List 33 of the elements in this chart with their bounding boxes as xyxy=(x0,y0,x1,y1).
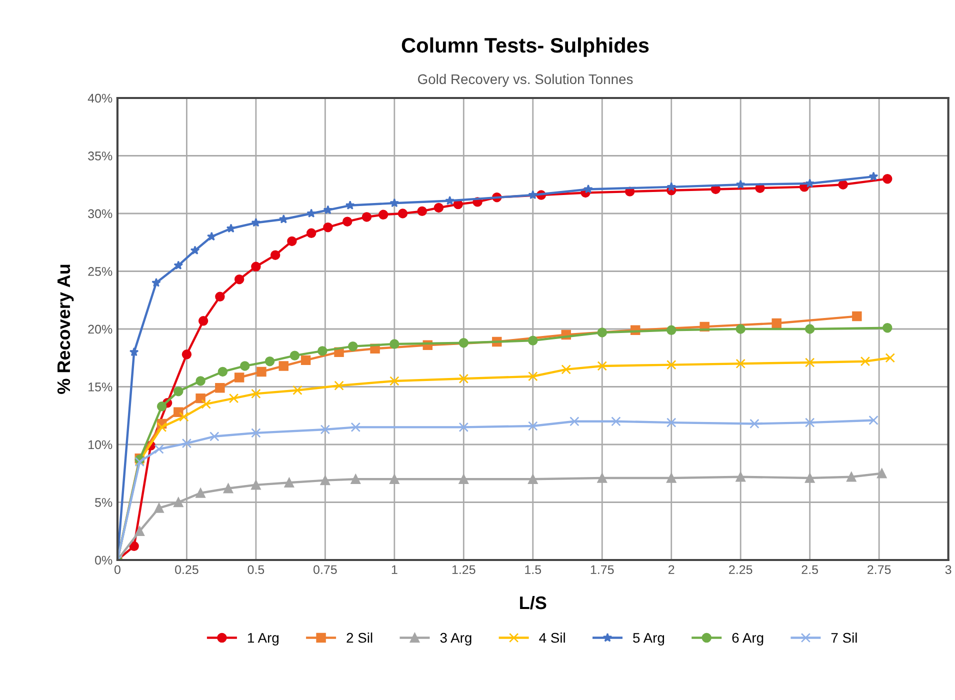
x-tick-label: 3 xyxy=(945,565,952,574)
y-tick-label: 40% xyxy=(88,94,112,103)
x-tick-label: 0.25 xyxy=(175,565,198,574)
legend-label: 6 Arg xyxy=(732,632,764,646)
y-tick-label: 10% xyxy=(88,440,112,450)
y-tick-label: 35% xyxy=(88,152,112,160)
y-tick-label: 5% xyxy=(95,498,112,507)
legend-label: 2 Sil xyxy=(346,632,372,643)
x-tick-label: 1.25 xyxy=(452,565,476,574)
y-tick-label: 20% xyxy=(88,324,112,334)
legend-label: 3 Arg xyxy=(440,632,472,646)
x-tick-label: 1.75 xyxy=(590,565,614,574)
y-axis-title: % Recovery Au xyxy=(57,264,74,394)
y-tick-label: 25% xyxy=(88,267,112,276)
chart-title: Column Tests- Sulphides xyxy=(402,37,649,57)
chart-subtitle: Gold Recovery vs. Solution Tonnes xyxy=(418,74,633,87)
x-tick-label: 0 xyxy=(114,565,120,574)
y-tick-label: 15% xyxy=(88,382,112,392)
x-tick-label: 1 xyxy=(392,565,398,574)
x-axis-title: L/S xyxy=(520,596,546,610)
x-tick-label: 0.5 xyxy=(248,565,264,574)
y-tick-label: 0% xyxy=(95,556,112,565)
x-tick-label: 2.75 xyxy=(868,565,891,574)
x-tick-label: 0.75 xyxy=(314,565,337,574)
y-tick-label: 30% xyxy=(88,209,112,218)
x-tick-label: 2 xyxy=(668,565,674,574)
legend-label: 5 Arg xyxy=(633,633,664,646)
legend-label: 4 Sil xyxy=(539,632,565,643)
x-tick-label: 1.5 xyxy=(525,565,542,574)
legend-label: 1 Arg xyxy=(248,633,278,646)
legend-label: 7 Sil xyxy=(831,632,857,643)
x-tick-label: 2.5 xyxy=(802,565,818,574)
x-tick-label: 2.25 xyxy=(729,565,752,574)
